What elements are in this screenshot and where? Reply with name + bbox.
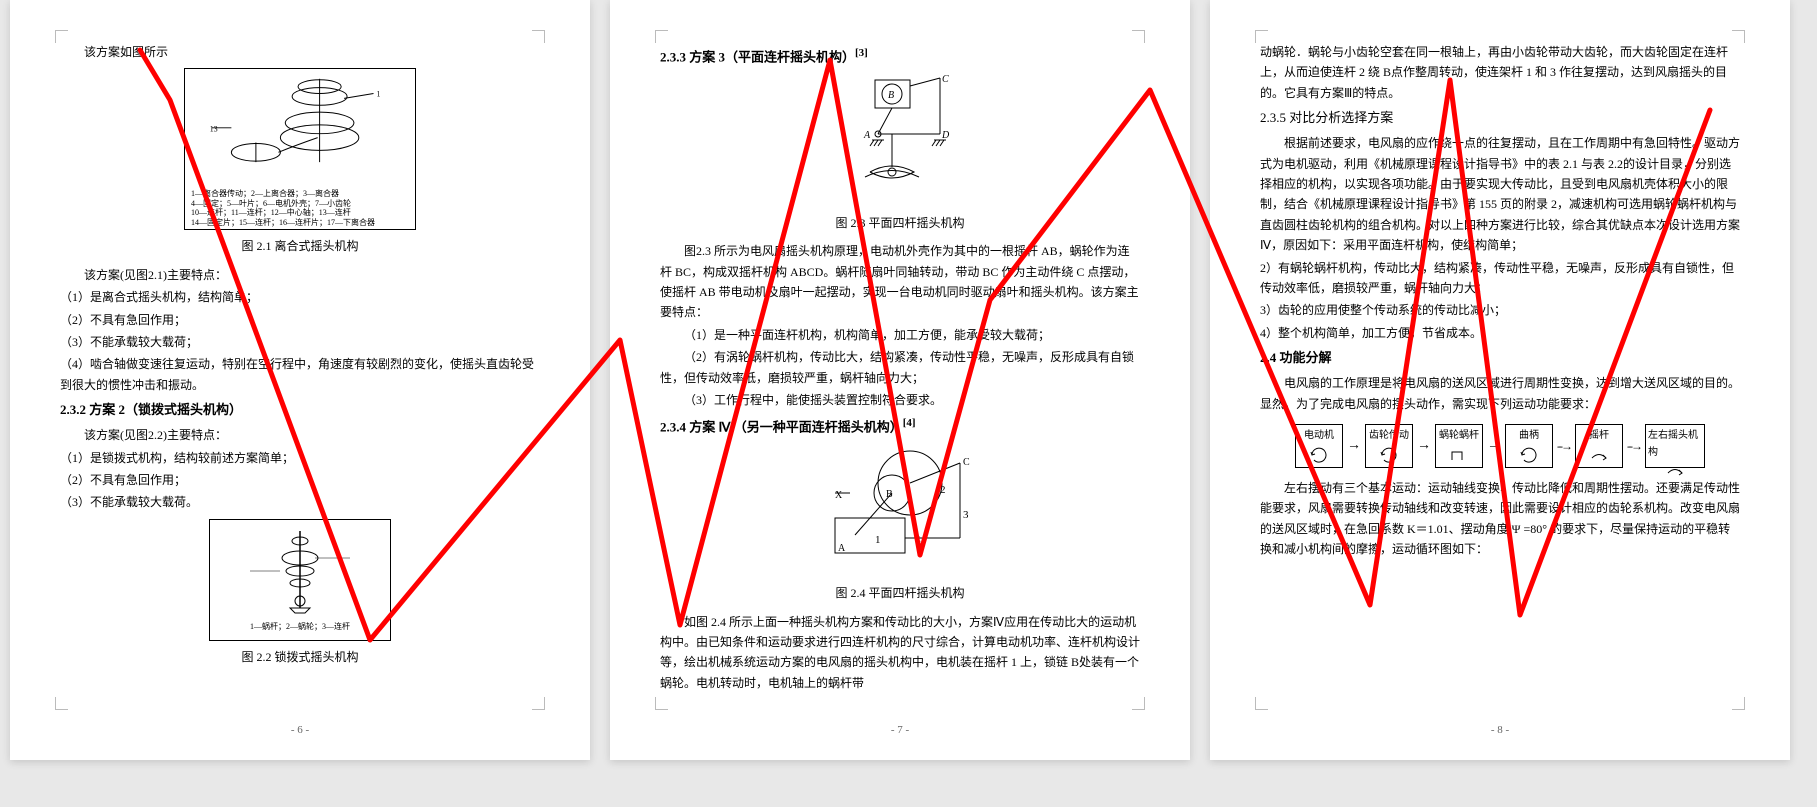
svg-text:1: 1 — [875, 534, 881, 546]
svg-text:X: X — [835, 490, 843, 501]
page-2: 2.3.3 方案 3（平面连杆摇头机构）[3] B C D A — [610, 0, 1190, 760]
text-line: 该方案(见图2.1)主要特点： — [60, 265, 540, 285]
text-line: （1）是一种平面连杆机构，机构简单，加工方便，能承受较大载荷； — [660, 325, 1140, 345]
fig-legend: 4—固定；5—叶片；6—电机外壳；7—小齿轮 — [191, 199, 409, 209]
text-line: 4）整个机构简单，加工方便，节省成本。 — [1260, 323, 1740, 343]
paragraph: 左右摆动有三个基本运动：运动轴线变换、传动比降低和周期性摆动。还要满足传动性能要… — [1260, 478, 1740, 560]
svg-text:A: A — [863, 130, 871, 141]
rotation-icon — [1368, 444, 1410, 465]
paragraph: 根据前述要求，电风扇的应作绕一点的往复摆动，且在工作周期中有急回特性。驱动方式为… — [1260, 133, 1740, 255]
flow-label: 齿轮传动 — [1369, 427, 1409, 444]
svg-text:1: 1 — [376, 90, 380, 99]
text-line: 该方案(见图2.2)主要特点： — [60, 425, 540, 445]
svg-text:13: 13 — [210, 125, 218, 134]
text-line: （1）是锁拨式机构，结构较前述方案简单； — [60, 448, 540, 468]
text-line: （3）不能承载较大载荷。 — [60, 492, 540, 512]
heading: 2.3.2 方案 2（锁拨式摇头机构） — [60, 399, 540, 421]
text-line: （2）不具有急回作用； — [60, 470, 540, 490]
figure-2-1: 13 1 1—离合器传动；2—上离合器；3—离合器 4—固定；5—叶片；6—电机… — [184, 68, 416, 230]
paragraph: 图2.3 所示为电风扇摇头机构原理，电动机外壳作为其中的一根摇杆 AB，蜗轮作为… — [660, 241, 1140, 323]
document-viewport: 该方案如图所示 13 1 1—离合器传动；2—上离 — [0, 0, 1817, 807]
page-number: - 8 - — [1210, 721, 1790, 740]
figure-caption: 图 2.2 锁拨式摇头机构 — [60, 647, 540, 667]
figure-2-4: B C 3 A 1 4 2 X — [660, 443, 1140, 579]
heading-text: 2.3.3 方案 3（平面连杆摇头机构） — [660, 49, 855, 64]
text-line: （2）不具有急回作用； — [60, 310, 540, 330]
svg-text:4: 4 — [915, 534, 921, 546]
figure-caption: 图 2.1 离合式摇头机构 — [60, 236, 540, 256]
fig-legend: 10—连杆；11—连杆；12—中心轴；13—连杆 — [191, 208, 409, 218]
svg-text:B: B — [888, 90, 894, 101]
text-line: 2）有蜗轮蜗杆机构，传动比大，结构紧凑，传动性平稳，无噪声，反形成具有自锁性，但… — [1260, 258, 1740, 299]
flow-label: 左右摇头机构 — [1648, 427, 1702, 461]
page-1: 该方案如图所示 13 1 1—离合器传动；2—上离 — [10, 0, 590, 760]
flow-label: 电动机 — [1304, 427, 1334, 444]
step-icon — [1438, 444, 1480, 465]
text-line: （3）不能承载较大载荷； — [60, 332, 540, 352]
lock-dial-mechanism-drawing — [220, 523, 380, 618]
figure-2-2: 1—蜗杆；2—蜗轮；3—连杆 — [209, 519, 391, 641]
svg-text:C: C — [963, 457, 970, 468]
fig-legend: 1—离合器传动；2—上离合器；3—离合器 — [191, 189, 409, 199]
swing-icon — [1578, 444, 1620, 465]
citation: [4] — [903, 417, 916, 429]
figure-caption: 图 2.3 平面四杆摇头机构 — [660, 213, 1140, 233]
flow-node: 摇杆 — [1575, 424, 1623, 468]
figure-caption: 图 2.4 平面四杆摇头机构 — [660, 583, 1140, 603]
swing-icon — [1648, 461, 1702, 479]
flow-node: 电动机 — [1295, 424, 1343, 468]
rotation-icon — [1508, 444, 1550, 465]
svg-text:A: A — [838, 543, 846, 554]
flow-node: 齿轮传动 — [1365, 424, 1413, 468]
clutch-mechanism-drawing: 13 1 — [200, 69, 400, 187]
figure-2-3: B C D A — [660, 72, 1140, 208]
dash-arrow-icon: --→ — [1627, 436, 1641, 456]
svg-text:D: D — [941, 130, 950, 141]
text-line: 3）齿轮的应用使整个传动系统的传动比减小； — [1260, 300, 1740, 320]
flow-node: 曲柄 — [1505, 424, 1553, 468]
arrow-icon: → — [1487, 434, 1501, 458]
flow-label: 摇杆 — [1589, 427, 1609, 444]
page-spread: 该方案如图所示 13 1 1—离合器传动；2—上离 — [0, 0, 1800, 760]
text-line: （4）啮合轴做变速往复运动，特别在空行程中，角速度有较剧烈的变化，使摇头直齿轮受… — [60, 354, 540, 395]
citation: [3] — [855, 47, 868, 59]
heading: 2.3.4 方案 Ⅳ （另一种平面连杆摇头机构）[4] — [660, 414, 1140, 438]
fig-legend: 1—蜗杆；2—蜗轮；3—连杆 — [248, 618, 352, 636]
rotation-icon — [1298, 444, 1340, 465]
svg-text:2: 2 — [940, 484, 946, 496]
svg-text:C: C — [942, 74, 949, 85]
flow-node: 左右摇头机构 — [1645, 424, 1705, 468]
heading: 2.3.3 方案 3（平面连杆摇头机构）[3] — [660, 44, 1140, 68]
page-3: 动蜗轮．蜗轮与小齿轮空套在同一根轴上，再由小齿轮带动大齿轮，而大齿轮固定在连杆上… — [1210, 0, 1790, 760]
arrow-icon: → — [1347, 434, 1361, 458]
heading: 2.4 功能分解 — [1260, 347, 1740, 369]
flow-node: 蜗轮蜗杆 — [1435, 424, 1483, 468]
flow-diagram: 电动机 → 齿轮传动 → 蜗轮蜗杆 — [1260, 424, 1740, 468]
text-line: （2）有涡轮蜗杆机构，传动比大，结构紧凑，传动性平稳，无噪声，反形成具有自锁性，… — [660, 347, 1140, 388]
paragraph: 如图 2.4 所示上面一种摇头机构方案和传动比的大小，方案Ⅳ应用在传动比大的运动… — [660, 612, 1140, 694]
heading: 2.3.5 对比分析选择方案 — [1260, 107, 1740, 129]
paragraph: 电风扇的工作原理是将电风扇的送风区域进行周期性变换，达到增大送风区域的目的。显然… — [1260, 373, 1740, 414]
heading-text: 2.3.4 方案 Ⅳ （另一种平面连杆摇头机构） — [660, 420, 903, 435]
fig-legend: 14—固定片；15—连杆；16—连杆片；17—下离合器 — [191, 218, 409, 228]
paragraph: 动蜗轮．蜗轮与小齿轮空套在同一根轴上，再由小齿轮带动大齿轮，而大齿轮固定在连杆上… — [1260, 42, 1740, 103]
page-number: - 6 - — [10, 721, 590, 740]
text-line: （3）工作行程中，能使摇头装置控制符合要求。 — [660, 390, 1140, 410]
flow-label: 蜗轮蜗杆 — [1439, 427, 1479, 444]
svg-text:3: 3 — [963, 509, 969, 521]
flow-label: 曲柄 — [1519, 427, 1539, 444]
text-line: （1）是离合式摇头机构，结构简单； — [60, 287, 540, 307]
four-bar-mechanism-2-drawing: B C 3 A 1 4 2 X — [800, 443, 1000, 573]
text-line: 该方案如图所示 — [60, 42, 540, 62]
dash-arrow-icon: --→ — [1557, 436, 1571, 456]
arrow-icon: → — [1417, 434, 1431, 458]
page-number: - 7 - — [610, 721, 1190, 740]
four-bar-mechanism-drawing: B C D A — [820, 72, 980, 202]
